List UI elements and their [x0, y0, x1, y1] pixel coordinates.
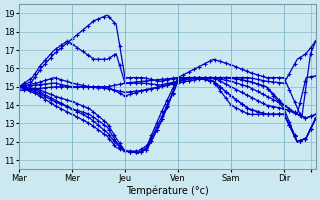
- X-axis label: Température (°c): Température (°c): [126, 185, 209, 196]
